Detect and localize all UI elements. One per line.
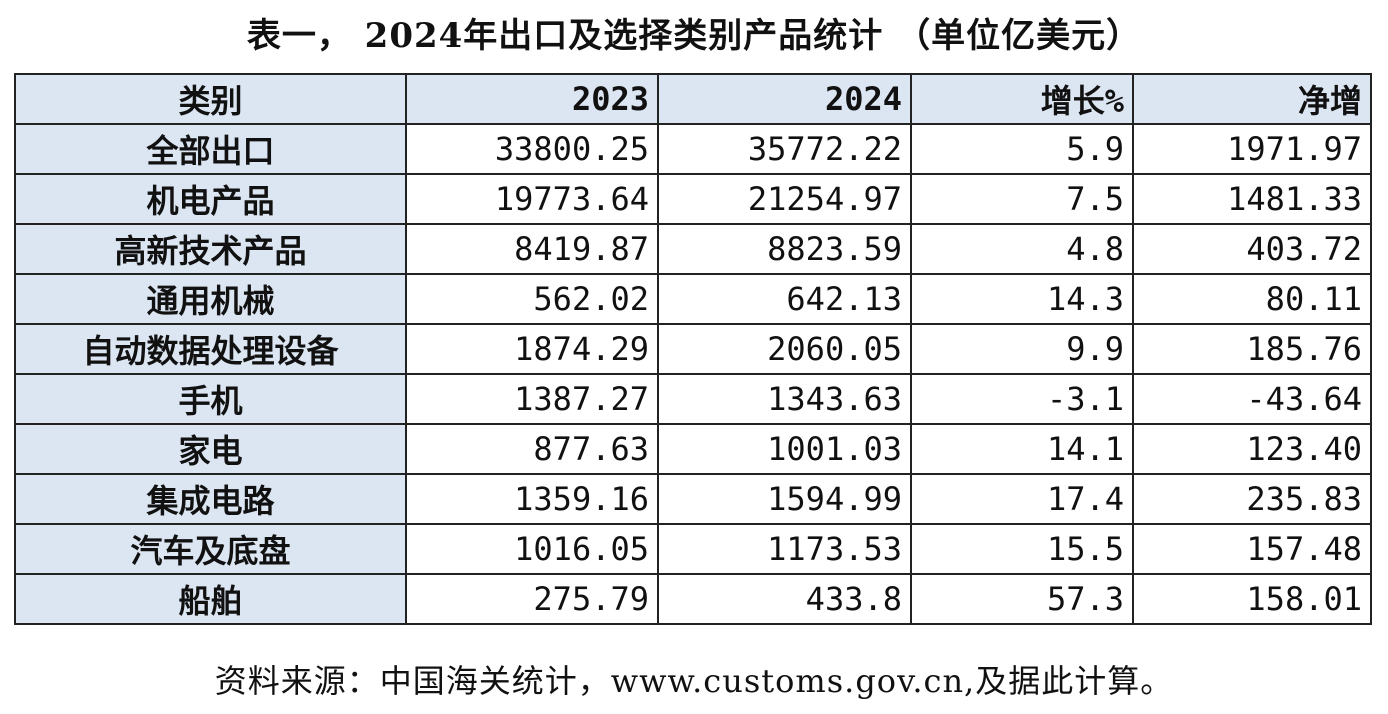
value-cell: 1387.27 <box>405 373 659 425</box>
value-cell: 123.40 <box>1132 423 1372 475</box>
value-cell: 57.3 <box>910 573 1134 625</box>
category-cell: 手机 <box>14 373 407 425</box>
value-cell: 1874.29 <box>405 323 659 375</box>
value-cell: 157.48 <box>1132 523 1372 575</box>
header-cell: 净增 <box>1132 73 1372 125</box>
value-cell: 8419.87 <box>405 223 659 275</box>
category-cell: 自动数据处理设备 <box>14 323 407 375</box>
value-cell: 5.9 <box>910 123 1134 175</box>
value-cell: 1359.16 <box>405 473 659 525</box>
table-row: 自动数据处理设备 1874.29 2060.05 9.9 185.76 <box>14 323 1372 375</box>
value-cell: 275.79 <box>405 573 659 625</box>
value-cell: 1971.97 <box>1132 123 1372 175</box>
category-cell: 机电产品 <box>14 173 407 225</box>
value-cell: 1594.99 <box>657 473 912 525</box>
value-cell: 433.8 <box>657 573 912 625</box>
value-cell: 14.1 <box>910 423 1134 475</box>
value-cell: 21254.97 <box>657 173 912 225</box>
value-cell: 80.11 <box>1132 273 1372 325</box>
value-cell: 158.01 <box>1132 573 1372 625</box>
table-row: 机电产品 19773.64 21254.97 7.5 1481.33 <box>14 173 1372 225</box>
table-row: 通用机械 562.02 642.13 14.3 80.11 <box>14 273 1372 325</box>
value-cell: 1481.33 <box>1132 173 1372 225</box>
category-cell: 集成电路 <box>14 473 407 525</box>
table-title: 表一， 2024年出口及选择类别产品统计 （单位亿美元） <box>246 16 1142 56</box>
value-cell: 642.13 <box>657 273 912 325</box>
table-row: 高新技术产品 8419.87 8823.59 4.8 403.72 <box>14 223 1372 275</box>
value-cell: 15.5 <box>910 523 1134 575</box>
header-cell: 类别 <box>14 73 407 125</box>
value-cell: 17.4 <box>910 473 1134 525</box>
value-cell: 19773.64 <box>405 173 659 225</box>
category-cell: 家电 <box>14 423 407 475</box>
data-table: 类别 2023 2024 增长% 净增 全部出口 33800.25 35772.22 5.9 19… <box>14 73 1372 625</box>
value-cell: 35772.22 <box>657 123 912 175</box>
table-row: 手机 1387.27 1343.63 -3.1 -43.64 <box>14 373 1372 425</box>
value-cell: 403.72 <box>1132 223 1372 275</box>
value-cell: -3.1 <box>910 373 1134 425</box>
value-cell: 33800.25 <box>405 123 659 175</box>
value-cell: 2060.05 <box>657 323 912 375</box>
value-cell: 4.8 <box>910 223 1134 275</box>
header-cell: 2023 <box>405 73 659 125</box>
source-note: 资料来源：中国海关统计，www.customs.gov.cn,及据此计算。 <box>214 662 1174 700</box>
table-row: 船舶 275.79 433.8 57.3 158.01 <box>14 573 1372 625</box>
value-cell: 7.5 <box>910 173 1134 225</box>
category-cell: 通用机械 <box>14 273 407 325</box>
table-row: 汽车及底盘 1016.05 1173.53 15.5 157.48 <box>14 523 1372 575</box>
value-cell: 1173.53 <box>657 523 912 575</box>
value-cell: 1343.63 <box>657 373 912 425</box>
value-cell: 185.76 <box>1132 323 1372 375</box>
header-cell: 增长% <box>910 73 1134 125</box>
category-cell: 全部出口 <box>14 123 407 175</box>
table-row: 全部出口 33800.25 35772.22 5.9 1971.97 <box>14 123 1372 175</box>
value-cell: 14.3 <box>910 273 1134 325</box>
value-cell: 1001.03 <box>657 423 912 475</box>
value-cell: 9.9 <box>910 323 1134 375</box>
value-cell: 562.02 <box>405 273 659 325</box>
header-row: 类别 2023 2024 增长% 净增 <box>14 73 1372 125</box>
value-cell: 1016.05 <box>405 523 659 575</box>
value-cell: 877.63 <box>405 423 659 475</box>
category-cell: 高新技术产品 <box>14 223 407 275</box>
category-cell: 汽车及底盘 <box>14 523 407 575</box>
value-cell: -43.64 <box>1132 373 1372 425</box>
table-row: 集成电路 1359.16 1594.99 17.4 235.83 <box>14 473 1372 525</box>
header-cell: 2024 <box>657 73 912 125</box>
table-row: 家电 877.63 1001.03 14.1 123.40 <box>14 423 1372 475</box>
value-cell: 8823.59 <box>657 223 912 275</box>
value-cell: 235.83 <box>1132 473 1372 525</box>
category-cell: 船舶 <box>14 573 407 625</box>
